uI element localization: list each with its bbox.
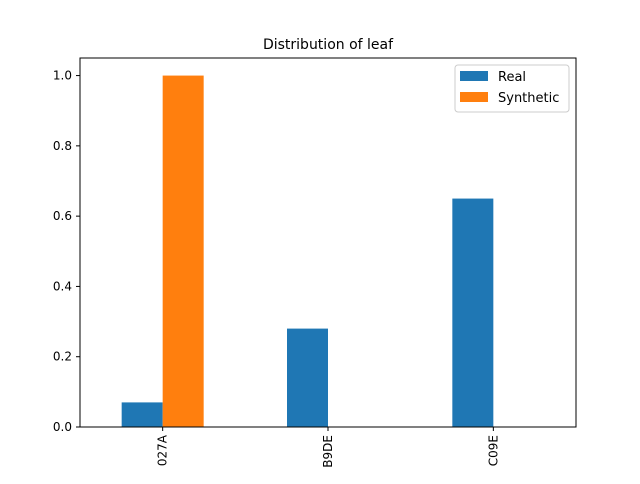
legend-swatch-synthetic [460, 92, 488, 102]
bar-real-c09e [452, 198, 494, 427]
bars-group [121, 75, 494, 428]
y-tick-label: 0.8 [53, 139, 72, 153]
x-axis: 027A B9DE C09E [156, 427, 500, 468]
y-axis: 0.0 0.2 0.4 0.6 0.8 1.0 [53, 69, 80, 434]
bar-real-b9de [287, 328, 328, 427]
legend-label-synthetic: Synthetic [498, 91, 559, 106]
y-tick-label: 0.2 [53, 350, 72, 364]
y-tick-label: 0.0 [53, 420, 72, 434]
bar-synthetic-027a [162, 75, 204, 428]
x-tick-label: C09E [486, 435, 500, 466]
axes-frame [79, 57, 577, 428]
y-tick-label: 0.4 [53, 279, 72, 293]
chart-title: Distribution of leaf [263, 37, 394, 53]
bar-real-027a [121, 402, 163, 427]
legend-swatch-real [460, 71, 488, 81]
legend: Real Synthetic [454, 64, 570, 113]
x-tick-label: B9DE [321, 435, 335, 468]
y-tick-label: 0.6 [53, 209, 72, 223]
legend-label-real: Real [498, 70, 526, 85]
y-tick-label: 1.0 [53, 69, 72, 83]
x-tick-label: 027A [156, 434, 170, 466]
